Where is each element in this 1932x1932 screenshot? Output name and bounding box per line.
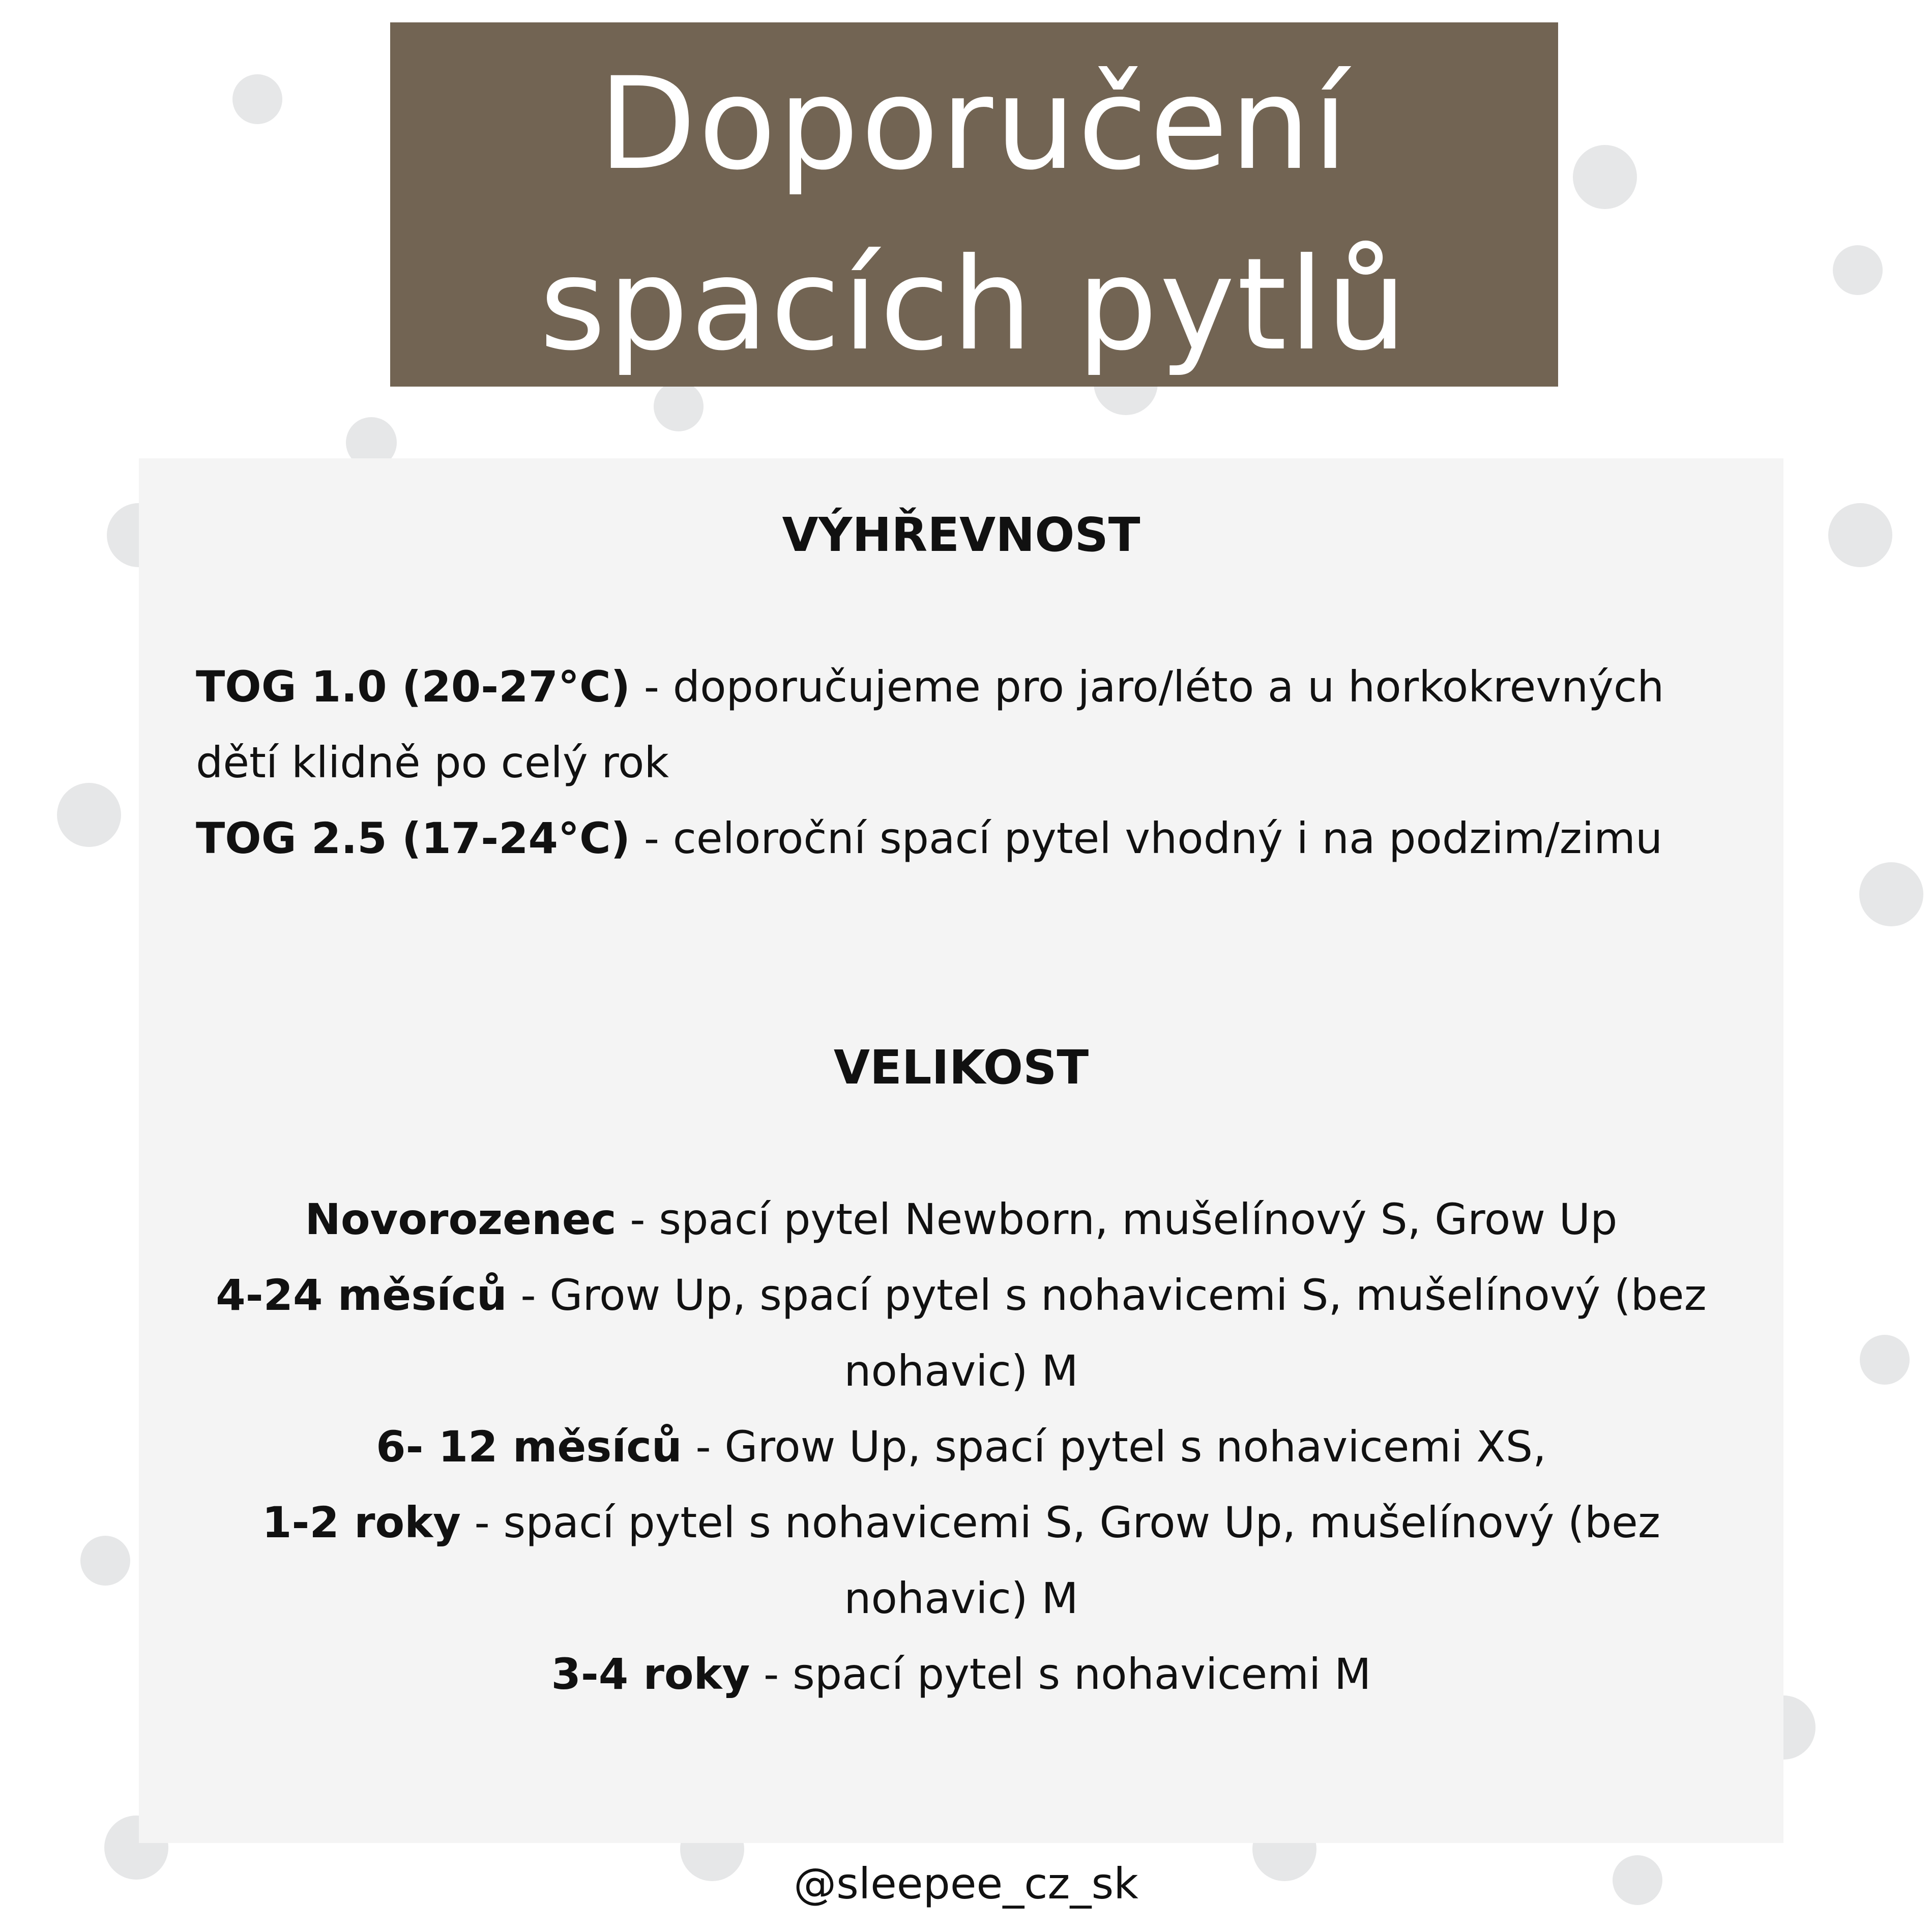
size-entry: 4-24 měsíců - Grow Up, spací pytel s noh… (169, 1257, 1753, 1409)
dot (57, 783, 121, 847)
entry-label: 1-2 roky (262, 1498, 461, 1547)
entry-label: TOG 2.5 (17-24°C) (196, 813, 631, 863)
entry-text: - Grow Up, spací pytel s nohavicemi S, m… (507, 1270, 1707, 1396)
entry-label: 6- 12 měsíců (376, 1422, 682, 1472)
warmth-heading: VÝHŘEVNOST (782, 508, 1140, 562)
entry-text: - doporučujeme pro jaro/léto a u horkokr… (196, 662, 1664, 787)
dot (1859, 862, 1923, 926)
dot (1828, 503, 1892, 567)
title-banner: Doporučení spacích pytlů (390, 22, 1558, 387)
warmth-entry: TOG 2.5 (17-24°C) - celoroční spací pyte… (196, 801, 1742, 876)
size-list: Novorozenec - spací pytel Newborn, mušel… (169, 1182, 1753, 1712)
warmth-list: TOG 1.0 (20-27°C) - doporučujeme pro jar… (196, 649, 1742, 876)
entry-label: 4-24 měsíců (216, 1270, 507, 1320)
dot (1613, 1855, 1662, 1905)
size-heading: VELIKOST (833, 1040, 1089, 1095)
entry-label: Novorozenec (305, 1194, 617, 1244)
entry-text: - spací pytel s nohavicemi S, Grow Up, m… (460, 1498, 1660, 1623)
social-handle: @sleepee_cz_sk (794, 1859, 1138, 1909)
dot (1833, 245, 1883, 295)
entry-text: - spací pytel s nohavicemi M (750, 1649, 1371, 1699)
dot (232, 74, 282, 124)
dot (1573, 145, 1637, 209)
title-line-2: spacích pytlů (539, 230, 1409, 378)
size-entry: 3-4 roky - spací pytel s nohavicemi M (169, 1636, 1753, 1712)
warmth-entry: TOG 1.0 (20-27°C) - doporučujeme pro jar… (196, 649, 1742, 801)
entry-text: - celoroční spací pytel vhodný i na podz… (630, 813, 1663, 863)
dot (654, 382, 704, 431)
content-panel: VÝHŘEVNOST TOG 1.0 (20-27°C) - doporučuj… (139, 458, 1783, 1843)
size-entry: 1-2 roky - spací pytel s nohavicemi S, G… (169, 1485, 1753, 1636)
entry-label: 3-4 roky (551, 1649, 750, 1699)
size-entry: Novorozenec - spací pytel Newborn, mušel… (169, 1182, 1753, 1257)
size-entry: 6- 12 měsíců - Grow Up, spací pytel s no… (169, 1409, 1753, 1485)
entry-text: - Grow Up, spací pytel s nohavicemi XS, (682, 1422, 1546, 1472)
entry-label: TOG 1.0 (20-27°C) (196, 662, 631, 712)
dot (1860, 1335, 1910, 1385)
title-line-1: Doporučení (598, 50, 1350, 198)
dot (80, 1536, 130, 1586)
entry-text: - spací pytel Newborn, mušelínový S, Gro… (616, 1194, 1618, 1244)
